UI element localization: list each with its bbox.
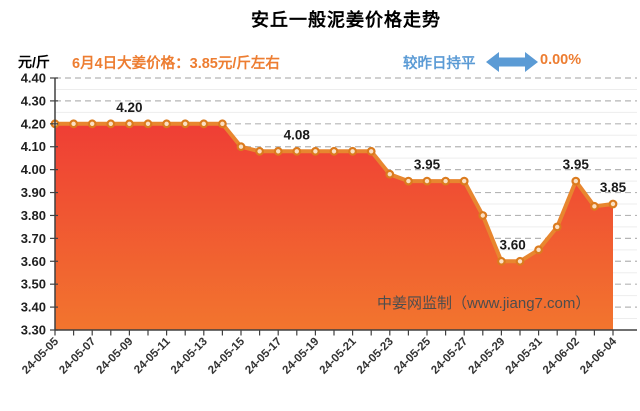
data-point-marker: [590, 201, 599, 211]
y-axis-unit-label: 元/斤: [18, 54, 50, 70]
y-tick-label: 4.40: [21, 71, 46, 86]
data-point-marker: [273, 146, 283, 156]
area-fill: [55, 123, 613, 330]
data-point-marker: [143, 119, 153, 129]
data-point-marker: [311, 146, 320, 156]
data-point-marker: [608, 199, 618, 209]
y-tick-label: 3.70: [21, 231, 46, 246]
data-point-marker: [162, 119, 172, 129]
data-label: 3.95: [563, 157, 590, 172]
y-tick-label: 3.50: [21, 277, 46, 292]
x-tick-label: 24-05-31: [504, 335, 545, 376]
x-tick-label: 24-05-19: [280, 336, 321, 377]
data-point-marker: [571, 176, 581, 186]
data-point-marker: [180, 119, 190, 129]
data-point-marker: [199, 119, 209, 129]
watermark: 中姜网监制（www.jiang7.com）: [377, 295, 591, 312]
x-tick-label: 24-05-05: [20, 335, 61, 376]
data-point-marker: [124, 119, 134, 129]
data-point-marker: [385, 169, 395, 179]
data-point-marker: [87, 119, 97, 129]
y-tick-label: 3.80: [21, 208, 46, 223]
data-label: 4.08: [284, 127, 311, 142]
x-tick-label: 24-05-09: [94, 336, 135, 377]
data-point-marker: [292, 146, 302, 156]
price-note: 6月4日大姜价格：3.85元/斤左右: [72, 56, 280, 72]
data-point-marker: [422, 176, 432, 186]
x-tick-label: 24-05-27: [429, 336, 470, 377]
x-tick-label: 24-05-25: [392, 335, 433, 376]
y-tick-label: 4.30: [21, 93, 46, 108]
data-label: 3.95: [414, 157, 441, 172]
comparison-label: 较昨日持平: [403, 56, 476, 72]
x-tick-label: 24-06-04: [578, 335, 619, 376]
data-label: 4.20: [116, 100, 142, 115]
data-point-marker: [255, 146, 265, 156]
x-tick-label: 24-05-07: [57, 336, 98, 377]
x-tick-label: 24-06-02: [541, 336, 582, 377]
y-tick-label: 4.20: [21, 116, 46, 131]
x-tick-label: 24-05-29: [466, 336, 507, 377]
data-point-marker: [404, 176, 413, 186]
data-point-marker: [478, 211, 488, 220]
data-point-marker: [329, 146, 339, 156]
data-point-marker: [366, 146, 376, 156]
comparison-value: 0.00%: [540, 52, 582, 68]
x-tick-label: 24-05-13: [169, 336, 210, 377]
data-point-marker: [459, 176, 469, 186]
page-title: 安丘一般泥姜价格走势: [251, 10, 441, 30]
y-tick-label: 3.40: [21, 300, 46, 315]
data-label: 3.85: [600, 180, 627, 195]
data-point-marker: [106, 119, 116, 129]
x-tick-label: 24-05-23: [355, 336, 396, 377]
y-tick-label: 4.10: [21, 139, 46, 154]
data-point-marker: [534, 245, 543, 255]
data-label: 3.60: [499, 237, 525, 252]
data-point-marker: [515, 256, 525, 266]
y-tick-label: 3.60: [21, 254, 46, 269]
data-point-marker: [69, 119, 78, 129]
data-point-marker: [552, 222, 562, 232]
x-tick-label: 24-05-11: [132, 335, 173, 376]
x-tick-label: 24-05-21: [318, 335, 359, 376]
y-tick-label: 4.00: [21, 162, 46, 177]
left-right-arrow-icon: [486, 50, 538, 74]
data-point-marker: [217, 119, 227, 129]
x-tick-label: 24-05-17: [243, 336, 284, 377]
data-point-marker: [236, 142, 246, 152]
x-tick-label: 24-05-15: [206, 335, 247, 376]
data-point-marker: [497, 256, 506, 266]
y-tick-label: 3.30: [21, 323, 46, 338]
data-point-marker: [441, 176, 451, 186]
y-tick-label: 3.90: [21, 185, 46, 200]
data-point-marker: [348, 146, 358, 156]
